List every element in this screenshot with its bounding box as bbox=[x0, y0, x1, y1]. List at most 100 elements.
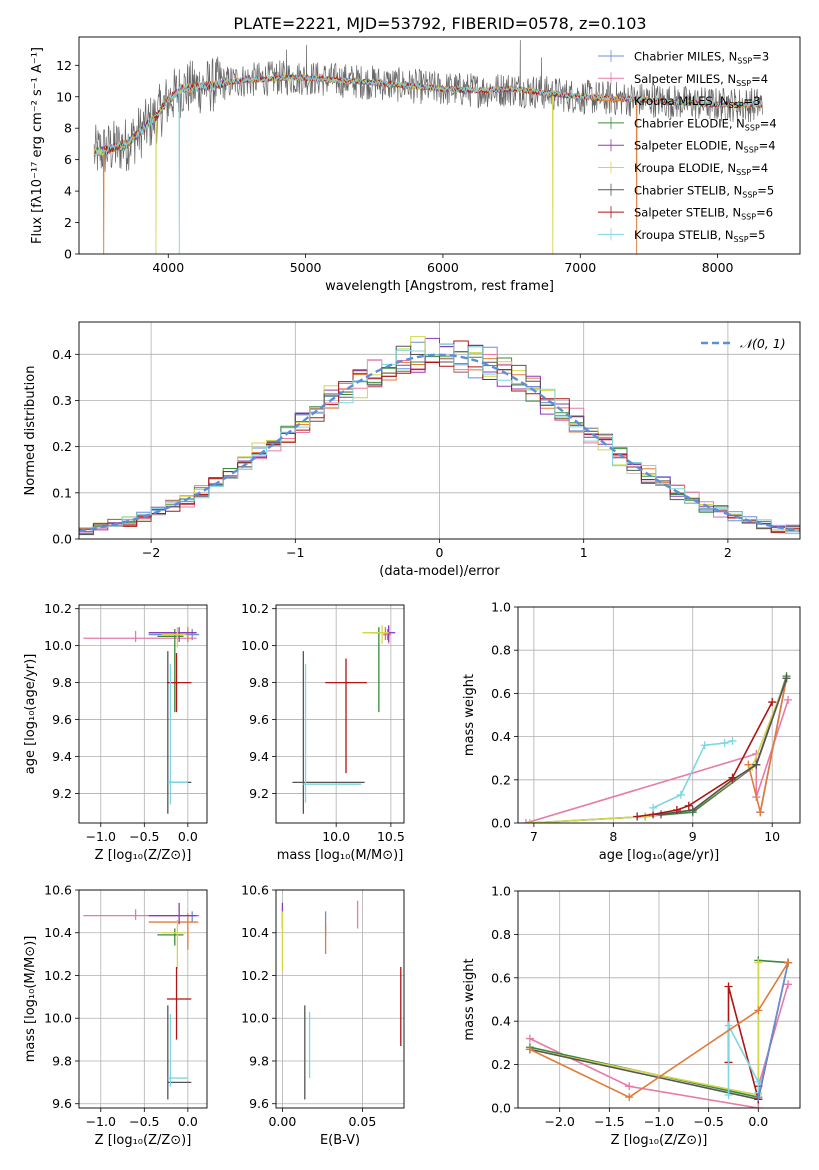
x-tick-label: 8000 bbox=[702, 260, 734, 275]
x-tick-label: 0.0 bbox=[178, 1114, 198, 1129]
axes-frame bbox=[275, 889, 405, 1109]
x-tick-label: 6000 bbox=[427, 260, 459, 275]
y-tick-label: 0.8 bbox=[491, 643, 511, 658]
x-tick-label: 0.0 bbox=[748, 1114, 768, 1129]
weight-series bbox=[529, 962, 789, 1099]
y-tick-label: 10.2 bbox=[241, 968, 269, 983]
axes-frame bbox=[78, 604, 208, 824]
y-tick-label: 8 bbox=[64, 121, 72, 136]
x-tick-label: 8 bbox=[609, 829, 617, 844]
y-axis-label: Normed distribution bbox=[23, 366, 38, 496]
weight-marker bbox=[688, 806, 697, 815]
legend-label: Salpeter ELODIE, NSSP=4 bbox=[634, 139, 776, 155]
y-tick-label: 10.6 bbox=[44, 883, 72, 898]
panel-age_vs_mass: 10.0 10.5 9.2 9.4 9.6 9.8 10.0 10.2 mass [log₁₀(… bbox=[241, 601, 405, 863]
panel-mass_weight_vs_age: 7 8 9 10 0.0 0.2 0.4 0.6 0.8 1.0 age [log₁₀(age/yr… bbox=[462, 600, 801, 863]
y-tick-label: 2 bbox=[64, 215, 72, 230]
weight-marker bbox=[649, 803, 658, 812]
x-tick-label: −1.0 bbox=[86, 1114, 116, 1129]
weight-marker bbox=[525, 1045, 534, 1054]
x-tick-label: −2 bbox=[142, 545, 160, 560]
panel-age_vs_Z: −1.0 −0.5 0.0 9.2 9.4 9.6 9.8 10.0 10.2 Z [log₁₀(… bbox=[23, 601, 208, 863]
normal-curve bbox=[79, 353, 800, 533]
weight-marker bbox=[724, 1021, 733, 1030]
y-tick-label: 0.4 bbox=[52, 347, 72, 362]
weight-marker bbox=[752, 760, 761, 769]
weight-marker bbox=[728, 736, 737, 745]
x-tick-label: −2.0 bbox=[545, 1114, 575, 1129]
weight-marker bbox=[525, 819, 534, 823]
y-tick-label: 10.4 bbox=[44, 925, 72, 940]
legend-label: Chabrier ELODIE, NSSP=4 bbox=[634, 116, 777, 132]
y-axis-label: age [log₁₀(age/yr)] bbox=[23, 654, 38, 775]
plot-area bbox=[93, 40, 763, 254]
weight-series bbox=[747, 678, 788, 813]
spectrum-series bbox=[93, 73, 763, 254]
x-tick-label: 7 bbox=[530, 829, 538, 844]
y-tick-label: 10.2 bbox=[241, 601, 269, 616]
y-tick-label: 0.8 bbox=[491, 927, 511, 942]
panel-mass_vs_ebv: 0.00 0.05 9.6 9.8 10.0 10.2 10.4 10.6 E(B-V) bbox=[241, 883, 405, 1148]
y-tick-label: 6 bbox=[64, 152, 72, 167]
legend-label: Salpeter MILES, NSSP=4 bbox=[634, 72, 768, 88]
x-tick-label: −0.5 bbox=[129, 1114, 159, 1129]
x-tick-label: 0.0 bbox=[178, 829, 198, 844]
y-tick-label: 0.2 bbox=[52, 439, 72, 454]
y-tick-label: 0.4 bbox=[491, 729, 511, 744]
x-tick-label: −0.5 bbox=[129, 829, 159, 844]
y-tick-label: 9.8 bbox=[249, 1053, 269, 1068]
weight-marker bbox=[782, 674, 791, 683]
y-tick-label: 0.6 bbox=[491, 686, 511, 701]
weight-series bbox=[727, 986, 760, 1100]
x-axis-label: Z [log₁₀(Z/Z⊙)] bbox=[95, 1133, 192, 1148]
weight-marker bbox=[684, 801, 693, 810]
x-tick-label: 5000 bbox=[290, 260, 322, 275]
y-tick-label: 10 bbox=[56, 89, 72, 104]
y-tick-label: 10.6 bbox=[241, 883, 269, 898]
residual-legend: 𝒩(0, 1) bbox=[701, 336, 786, 351]
weight-marker bbox=[784, 695, 793, 704]
plot-area bbox=[83, 902, 200, 1100]
weight-marker bbox=[633, 812, 642, 821]
weight-series bbox=[529, 678, 788, 823]
y-tick-label: 9.6 bbox=[52, 712, 72, 727]
plot-area bbox=[281, 900, 402, 1100]
plot-area bbox=[525, 956, 793, 1108]
y-tick-label: 0.6 bbox=[491, 970, 511, 985]
figure-title: PLATE=2221, MJD=53792, FIBERID=0578, z=0… bbox=[233, 14, 646, 33]
weight-marker bbox=[724, 982, 733, 991]
panel-spectrum: 4000 5000 6000 7000 8000 0 2 4 6 8 10 12 wavelength … bbox=[30, 36, 801, 294]
plots-container: 4000 5000 6000 7000 8000024681012wavelength … bbox=[23, 36, 801, 1148]
x-tick-label: 9 bbox=[689, 829, 697, 844]
x-axis-label: wavelength [Angstrom, rest frame] bbox=[325, 279, 554, 294]
y-tick-label: 10.0 bbox=[44, 638, 72, 653]
y-axis-label: Flux [fλ10⁻¹⁷ erg cm⁻² s⁻¹ A⁻¹] bbox=[30, 47, 45, 244]
legend-label: Kroupa MILES, NSSP=3 bbox=[634, 94, 760, 110]
x-tick-label: 0 bbox=[436, 545, 444, 560]
y-tick-label: 4 bbox=[64, 184, 72, 199]
legend-label: 𝒩(0, 1) bbox=[740, 336, 786, 351]
y-tick-label: 9.8 bbox=[52, 1053, 72, 1068]
weight-marker bbox=[625, 1093, 634, 1102]
x-axis-label: (data-model)/error bbox=[379, 564, 500, 579]
weight-marker bbox=[656, 810, 665, 819]
y-tick-label: 0.2 bbox=[491, 772, 511, 787]
y-tick-label: 9.2 bbox=[52, 786, 72, 801]
weight-marker bbox=[754, 1093, 763, 1102]
x-axis-label: Z [log₁₀(Z/Z⊙)] bbox=[95, 848, 192, 863]
y-tick-label: 0.2 bbox=[491, 1057, 511, 1072]
weight-marker bbox=[754, 1006, 763, 1015]
y-tick-label: 9.2 bbox=[249, 786, 269, 801]
y-tick-label: 1.0 bbox=[491, 884, 511, 899]
x-tick-label: 0.05 bbox=[348, 1114, 376, 1129]
y-tick-label: 9.6 bbox=[52, 1096, 72, 1111]
panel-residuals: −2 −1 0 1 2 0.0 0.1 0.2 0.3 0.4 (data-model)/error… bbox=[23, 321, 801, 579]
axes-frame bbox=[78, 321, 801, 540]
y-tick-label: 10.4 bbox=[241, 925, 269, 940]
x-tick-label: 2 bbox=[724, 545, 732, 560]
weight-marker bbox=[768, 698, 777, 707]
weight-marker bbox=[525, 1034, 534, 1043]
x-tick-label: 1 bbox=[580, 545, 588, 560]
y-tick-label: 0.4 bbox=[491, 1014, 511, 1029]
